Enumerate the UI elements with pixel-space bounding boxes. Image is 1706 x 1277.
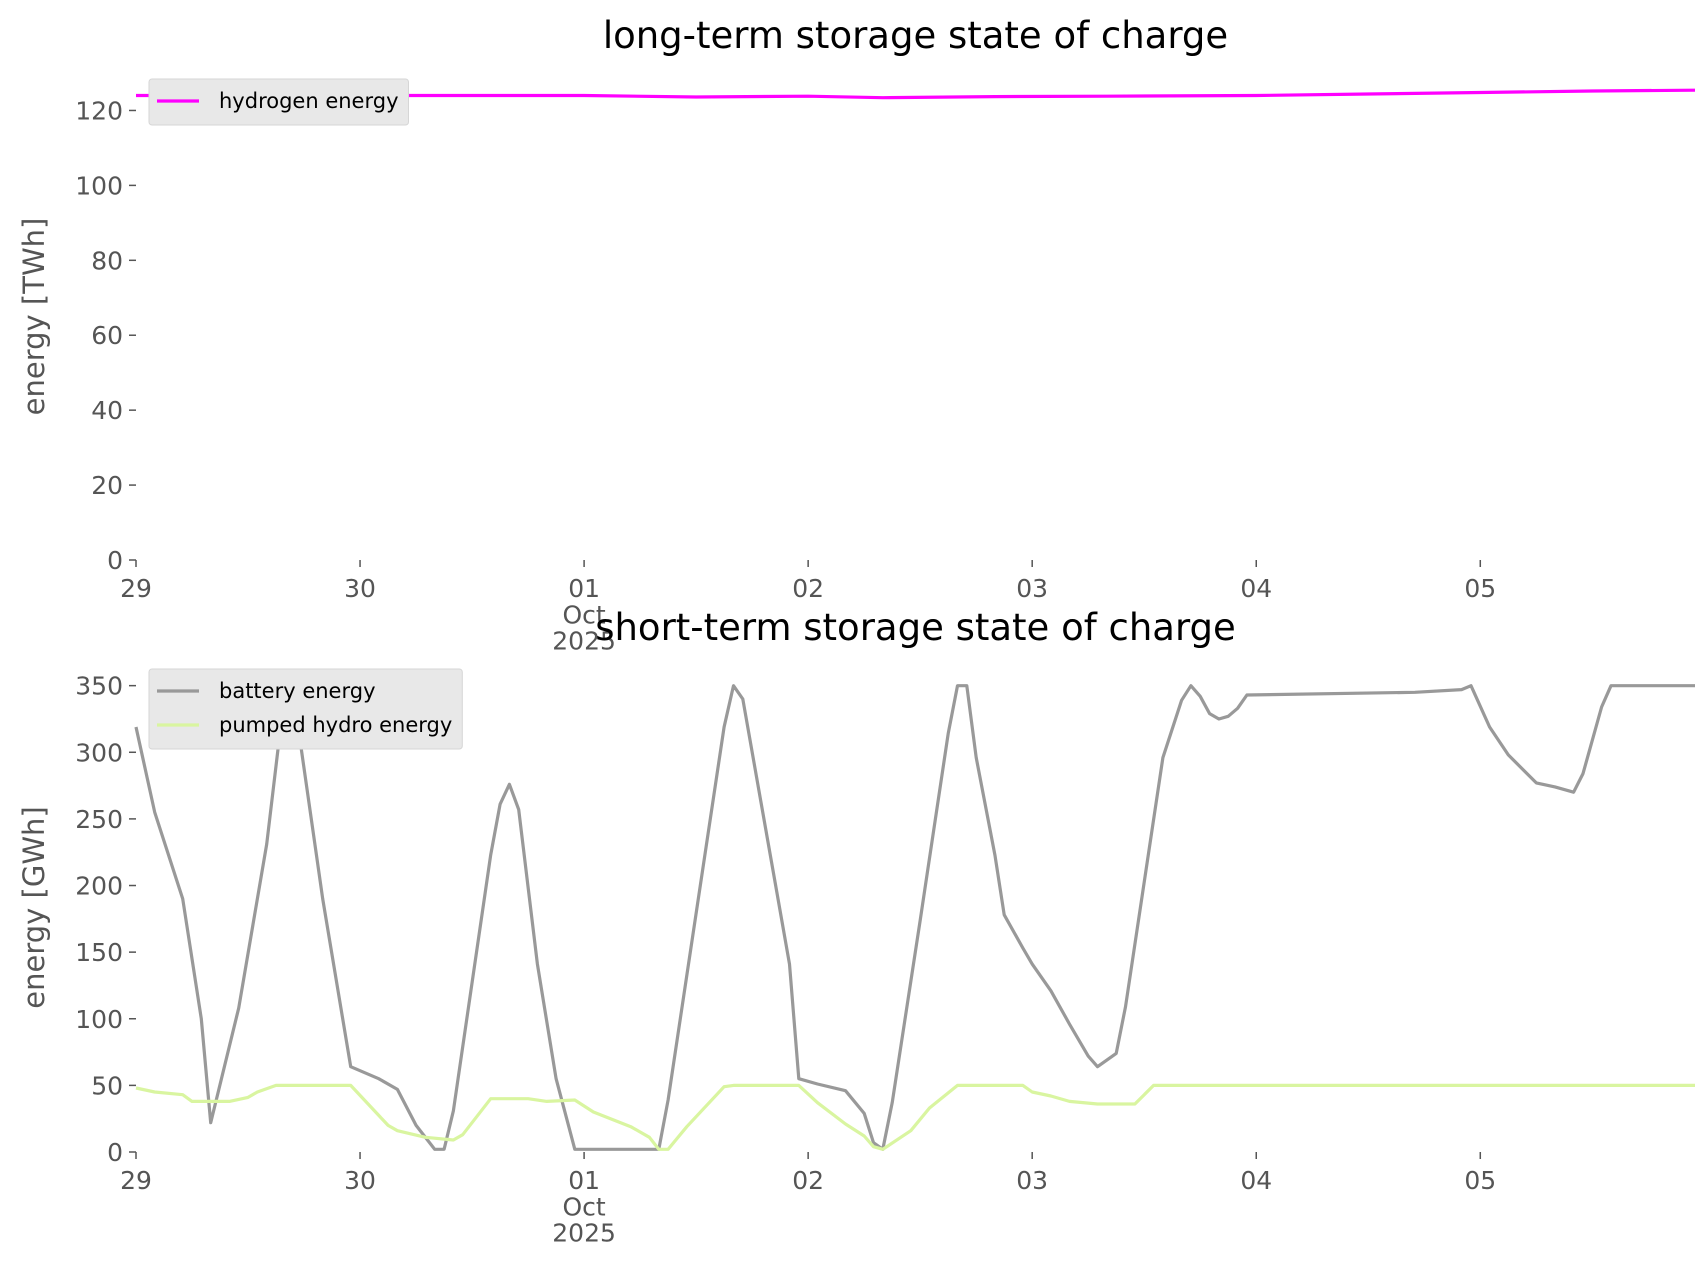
y-tick-label: 100 bbox=[75, 1005, 123, 1034]
y-tick-label: 0 bbox=[107, 546, 123, 575]
y-tick-label: 40 bbox=[91, 396, 123, 425]
x-tick-label: 05 bbox=[1464, 1166, 1496, 1195]
legend: hydrogen energy bbox=[148, 78, 409, 126]
x-tick-label: 29 bbox=[120, 574, 152, 603]
x-tick-label: 30 bbox=[344, 1166, 376, 1195]
x-tick-label: 29 bbox=[120, 1166, 152, 1195]
x-tick-label: 02 bbox=[792, 1166, 824, 1195]
y-tick-label: 350 bbox=[75, 672, 123, 701]
legend-box bbox=[148, 78, 409, 126]
y-tick-label: 20 bbox=[91, 471, 123, 500]
y-tick-label: 0 bbox=[107, 1138, 123, 1167]
x-tick-label: 04 bbox=[1240, 1166, 1272, 1195]
x-tick-label: 30 bbox=[344, 574, 376, 603]
x-tick-label: 01 Oct 2025 bbox=[552, 1166, 616, 1248]
legend: battery energy pumped hydro energy bbox=[148, 668, 463, 750]
y-axis-label: energy [TWh] bbox=[17, 218, 51, 416]
y-tick-label: 80 bbox=[91, 246, 123, 275]
y-tick-label: 250 bbox=[75, 805, 123, 834]
y-tick-label: 150 bbox=[75, 938, 123, 967]
x-tick-label: 02 bbox=[792, 574, 824, 603]
chart-title: short-term storage state of charge bbox=[595, 606, 1236, 649]
y-tick-label: 120 bbox=[75, 96, 123, 125]
y-axis-label: energy [GWh] bbox=[17, 806, 51, 1008]
x-tick-label: 03 bbox=[1016, 1166, 1048, 1195]
legend-box bbox=[148, 668, 463, 750]
legend-label: pumped hydro energy bbox=[219, 713, 452, 737]
x-tick-label: 05 bbox=[1464, 574, 1496, 603]
legend-label: hydrogen energy bbox=[219, 89, 399, 113]
x-tick-label: 04 bbox=[1240, 574, 1272, 603]
x-tick-label: 01 Oct 2025 bbox=[552, 574, 616, 656]
y-tick-label: 100 bbox=[75, 171, 123, 200]
series-line bbox=[135, 1083, 1695, 1151]
legend-label: battery energy bbox=[219, 679, 376, 703]
series-line bbox=[134, 684, 1695, 1151]
y-tick-label: 60 bbox=[91, 321, 123, 350]
chart-title: long-term storage state of charge bbox=[603, 14, 1228, 57]
x-tick-label: 03 bbox=[1016, 574, 1048, 603]
y-tick-label: 300 bbox=[75, 738, 123, 767]
y-tick-label: 200 bbox=[75, 872, 123, 901]
y-tick-label: 50 bbox=[91, 1071, 123, 1100]
